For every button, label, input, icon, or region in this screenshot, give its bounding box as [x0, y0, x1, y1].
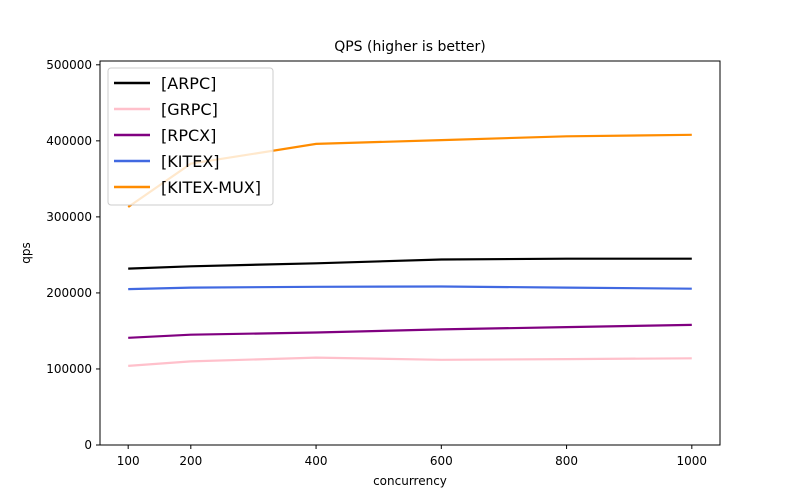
series-line-grpc	[128, 356, 692, 367]
x-tick-label: 800	[555, 454, 578, 468]
legend-label: [ARPC]	[161, 74, 216, 93]
y-tick-label: 300000	[46, 210, 92, 224]
legend-label: [RPCX]	[161, 126, 216, 145]
series-line-kitex	[128, 285, 692, 291]
y-tick-label: 200000	[46, 286, 92, 300]
legend-box	[107, 67, 274, 206]
x-tick-label: 400	[305, 454, 328, 468]
y-axis-label: qps	[19, 242, 33, 264]
plot-frame	[99, 60, 721, 446]
plot-area: 100 200 400 600 800 1000 0 100000 200000 300000 40…	[46, 58, 721, 468]
y-tick-label: 100000	[46, 362, 92, 376]
legend: [ARPC] [GRPC] [RPCX] [KITEX] [KITEX-MUX]	[107, 67, 274, 206]
y-tick-label: 0	[84, 438, 92, 452]
legend-label: [KITEX-MUX]	[161, 178, 261, 197]
legend-label: [GRPC]	[161, 100, 218, 119]
x-tick-label: 100	[117, 454, 140, 468]
y-tick-label: 500000	[46, 58, 92, 72]
y-tick-label: 400000	[46, 134, 92, 148]
series-line-arpc	[128, 257, 692, 270]
x-tick-label: 600	[430, 454, 453, 468]
series-line-rpcx	[128, 323, 692, 339]
x-tick-label: 200	[179, 454, 202, 468]
x-tick-label: 1000	[677, 454, 708, 468]
legend-label: [KITEX]	[161, 152, 220, 171]
chart-title: QPS (higher is better)	[334, 39, 486, 55]
x-axis-label: concurrency	[373, 474, 447, 488]
